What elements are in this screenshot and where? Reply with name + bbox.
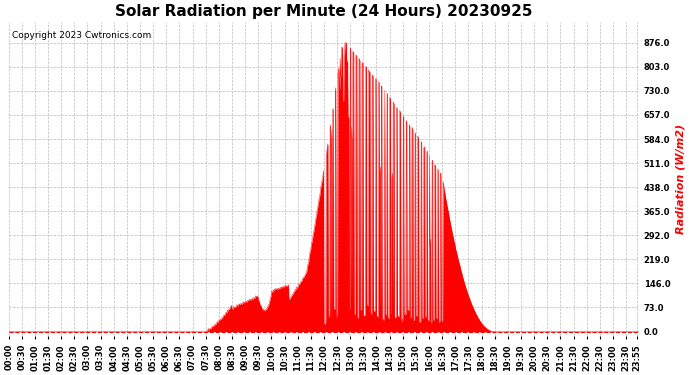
Title: Solar Radiation per Minute (24 Hours) 20230925: Solar Radiation per Minute (24 Hours) 20… xyxy=(115,4,533,19)
Text: Copyright 2023 Cwtronics.com: Copyright 2023 Cwtronics.com xyxy=(12,31,151,40)
Y-axis label: Radiation (W/m2): Radiation (W/m2) xyxy=(676,124,686,234)
